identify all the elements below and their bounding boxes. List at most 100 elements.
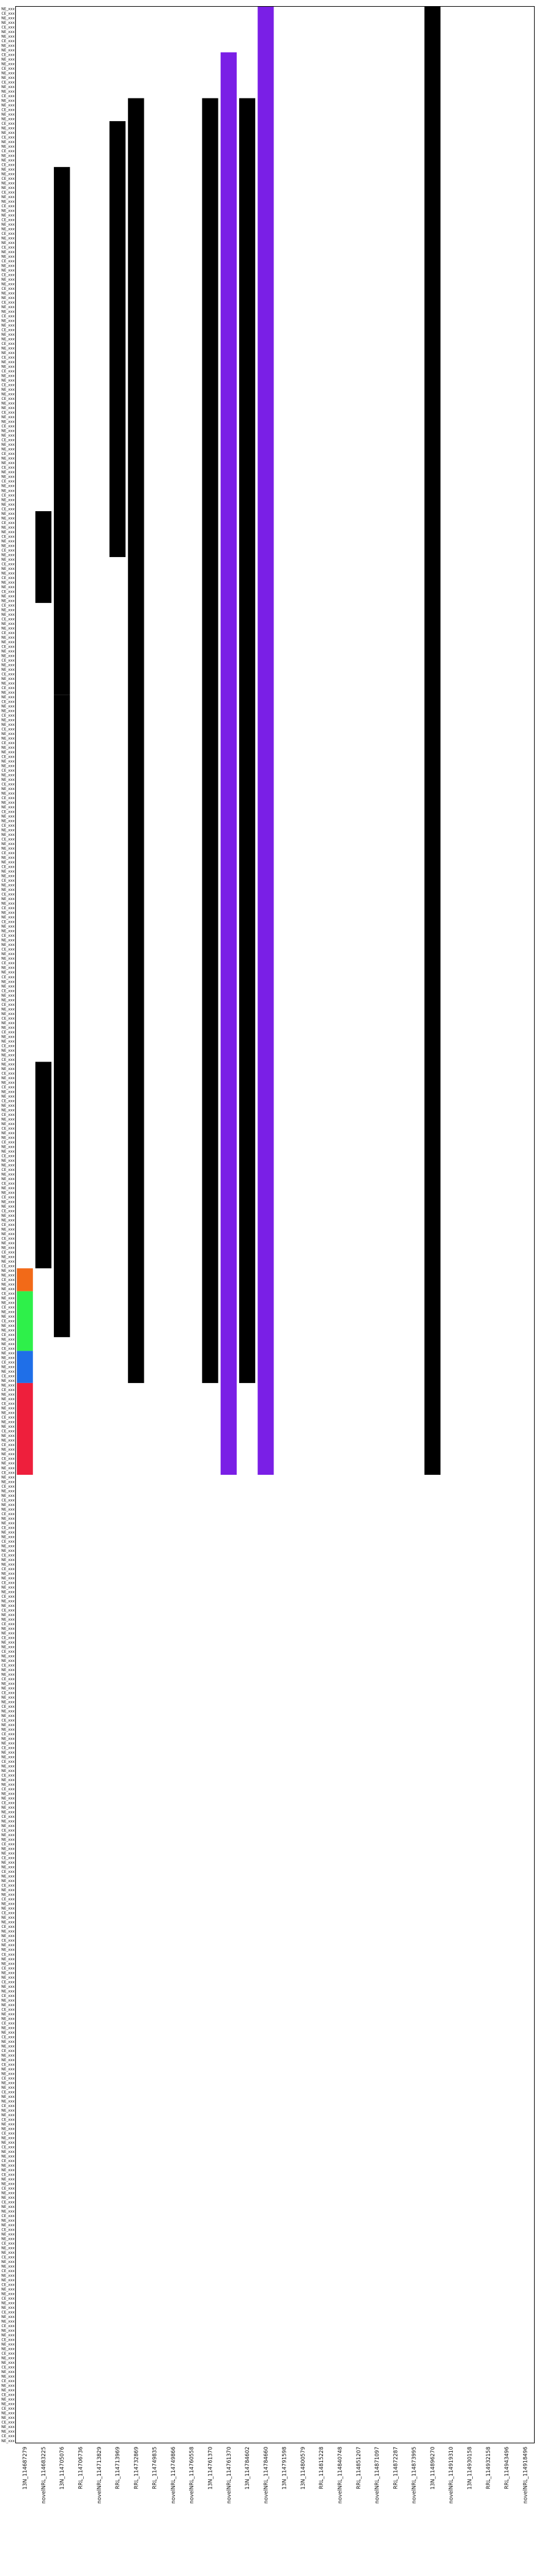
row-label: CE_xxx [1,1897,15,1902]
row-label: NE_xxx [1,1861,15,1865]
row-label: NE_xxx [1,2278,15,2283]
row-label: NE_xxx [1,773,15,778]
row-label: NE_xxx [1,2251,15,2255]
row-label: CE_xxx [1,342,15,346]
row-label: NE_xxx [1,1338,15,1342]
row-label: NE_xxx [1,792,15,796]
row-label: CE_xxx [1,232,15,236]
column-label-20: RRL_114872287 [393,2447,399,2489]
row-label: CE_xxx [1,1223,15,1227]
row-label: NE_xxx [1,333,15,337]
row-label: CE_xxx [1,94,15,98]
row-label: NE_xxx [1,365,15,369]
row-label: NE_xxx [1,2154,15,2158]
row-label: CE_xxx [1,948,15,952]
row-label: NE_xxx [1,1571,15,1576]
row-label: CE_xxx [1,1787,15,1792]
row-label: CE_xxx [1,1595,15,1599]
row-label: CE_xxx [1,397,15,401]
row-label: NE_xxx [1,181,15,185]
row-label: NE_xxx [1,750,15,755]
row-label: NE_xxx [1,1700,15,1704]
row-label: NE_xxx [1,360,15,364]
row-label: CE_xxx [1,920,15,924]
row-label: CE_xxx [1,1746,15,1751]
row-label: NE_xxx [1,2306,15,2310]
row-label: NE_xxx [1,1847,15,1851]
row-label: NE_xxx [1,489,15,493]
row-label: NE_xxx [1,223,15,227]
row-label: CE_xxx [1,783,15,787]
row-label: CE_xxx [1,1003,15,1007]
row-label: NE_xxx [1,2136,15,2140]
row-label: NE_xxx [1,1962,15,1966]
row-label: CE_xxx [1,1195,15,1200]
row-label: CE_xxx [1,507,15,511]
row-label: NE_xxx [1,939,15,943]
row-label: CE_xxx [1,25,15,29]
row-label: CE_xxx [1,163,15,167]
row-label: NE_xxx [1,241,15,245]
row-label: NE_xxx [1,1214,15,1218]
row-label: NE_xxx [1,1246,15,1250]
row-label: NE_xxx [1,140,15,144]
row-label: NE_xxx [1,2108,15,2113]
row-label: NE_xxx [1,874,15,879]
row-label: NE_xxx [1,1604,15,1608]
row-label: NE_xxx [1,2265,15,2269]
row-label: CE_xxx [1,1691,15,1695]
row-label: NE_xxx [1,1172,15,1176]
plot-frame [15,6,535,2443]
row-label: CE_xxx [1,1181,15,1186]
row-label: CE_xxx [1,1058,15,1062]
row-label: NE_xxx [1,539,15,544]
row-label: NE_xxx [1,323,15,328]
row-label: CE_xxx [1,287,15,291]
row-label: NE_xxx [1,525,15,530]
column-label-17: novelNRL_114840748 [338,2447,344,2504]
row-label: NE_xxx [1,805,15,810]
row-label: NE_xxx [1,2150,15,2154]
row-label: CE_xxx [1,2242,15,2246]
row-label: NE_xxx [1,2361,15,2365]
column-label-5: RRL_114713969 [115,2447,121,2489]
row-label: CE_xxx [1,2366,15,2370]
row-label: CE_xxx [1,906,15,910]
row-labels: NE_xxxCE_xxxNE_xxxNE_xxxCE_xxxNE_xxxNE_x… [1,7,15,2443]
row-label: NE_xxx [1,512,15,516]
row-label: NE_xxx [1,1737,15,1741]
row-label: CE_xxx [1,548,15,553]
row-label: NE_xxx [1,1930,15,1934]
row-label: CE_xxx [1,2035,15,2039]
row-label: NE_xxx [1,1370,15,1374]
heatmap-range-8 [109,121,126,558]
row-label: NE_xxx [1,2439,15,2443]
row-label: CE_xxx [1,190,15,194]
row-label: NE_xxx [1,2053,15,2057]
row-label: NE_xxx [1,1131,15,1135]
row-label: CE_xxx [1,1292,15,1296]
row-label: CE_xxx [1,493,15,498]
row-label: NE_xxx [1,213,15,218]
row-label: NE_xxx [1,1971,15,1975]
row-label: CE_xxx [1,1457,15,1461]
row-label: CE_xxx [1,644,15,649]
column-label-8: novelNRL_114749866 [171,2447,177,2504]
row-label: NE_xxx [1,1741,15,1746]
column-label-16: RRL_114815228 [319,2447,325,2489]
row-label: CE_xxx [1,67,15,71]
column-label-26: RRL_114943496 [504,2447,510,2489]
column-label-24: 13N_114930158 [467,2447,473,2490]
column-label-4: novelNRL_114713829 [97,2447,103,2504]
row-label: NE_xxx [1,869,15,874]
column-label-7: RRL_114749835 [152,2447,158,2489]
row-label: NE_xxx [1,168,15,172]
row-label: NE_xxx [1,292,15,296]
heatmap-range-0 [17,1268,33,1291]
row-label: NE_xxx [1,2232,15,2237]
row-label: NE_xxx [1,2191,15,2195]
row-label: CE_xxx [1,1636,15,1640]
row-label: NE_xxx [1,787,15,791]
row-label: NE_xxx [1,1007,15,1011]
row-label: CE_xxx [1,2007,15,2012]
